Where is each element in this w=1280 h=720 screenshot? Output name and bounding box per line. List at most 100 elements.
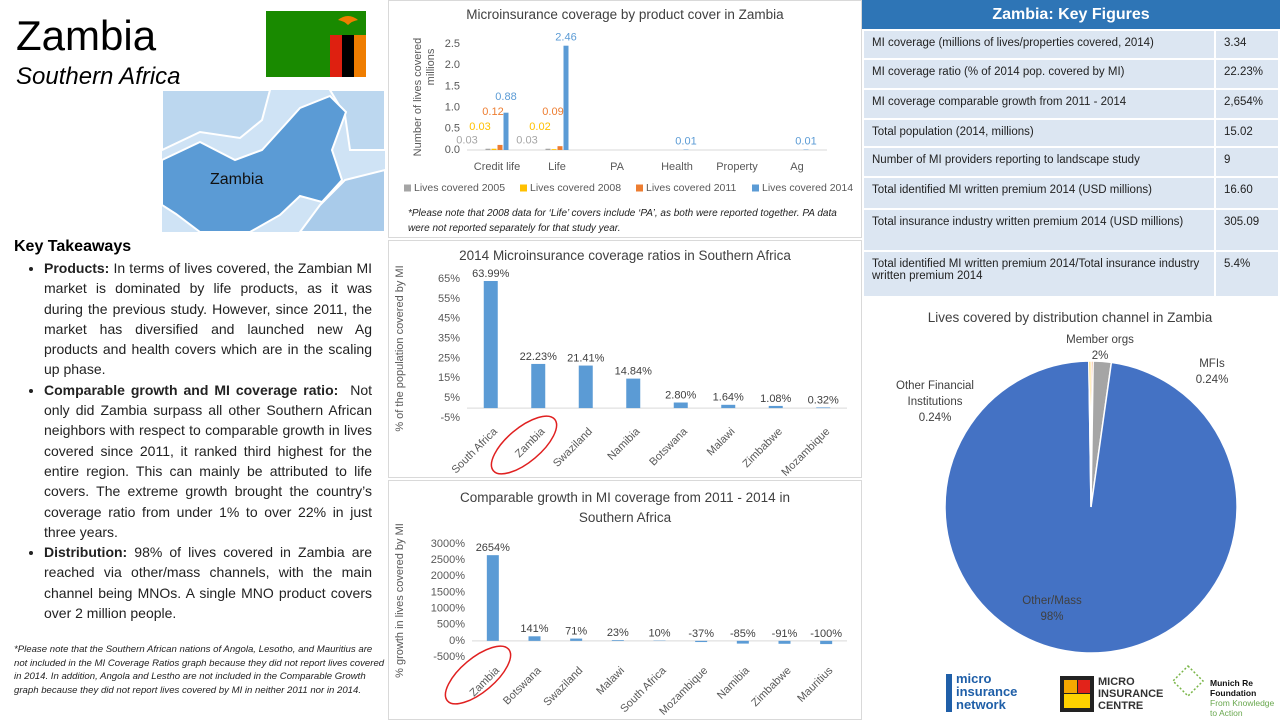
highlight-ellipse xyxy=(490,415,558,475)
figure-label: Number of MI providers reporting to land… xyxy=(862,146,1216,178)
pie-label-name: MFIs xyxy=(1199,358,1225,370)
takeaway-text: 98% of lives covered in Zambia are reach… xyxy=(44,544,373,622)
data-label: 14.84% xyxy=(615,366,653,378)
y-tick-label: 35% xyxy=(438,332,460,344)
x-tick-label: Namibia xyxy=(605,425,643,463)
takeaway: Distribution: 98% of lives covered in Za… xyxy=(44,542,372,623)
data-label: 0.09 xyxy=(542,106,563,118)
data-label: 0.02 xyxy=(529,121,550,133)
y-tick-label: 500% xyxy=(437,619,465,631)
x-tick-label: Mauritius xyxy=(795,664,835,704)
x-tick-label: Malawi xyxy=(705,426,738,459)
data-label: -37% xyxy=(688,628,714,640)
bar xyxy=(721,404,736,409)
pie-label-value: 98% xyxy=(1040,611,1064,623)
x-tick-label: Zimbabwe xyxy=(749,665,793,709)
y-tick-label: 5% xyxy=(444,392,460,404)
data-label: -91% xyxy=(772,628,798,640)
map xyxy=(161,89,386,233)
data-label: 1.64% xyxy=(713,392,744,404)
x-tick-label: South Africa xyxy=(449,425,500,476)
bar xyxy=(816,407,831,409)
bar xyxy=(531,363,546,409)
bar xyxy=(673,402,688,409)
y-tick-label: 45% xyxy=(438,313,460,325)
logo-marks xyxy=(946,664,1205,712)
data-label: -100% xyxy=(810,628,842,640)
legend-label: Lives covered 2005 xyxy=(414,182,505,194)
bar xyxy=(557,146,563,150)
x-tick-label: PA xyxy=(610,161,625,173)
takeaway-text: Not only did Zambia surpass all other So… xyxy=(44,381,373,540)
legend-swatch xyxy=(752,184,759,192)
bar xyxy=(695,640,708,643)
y-tick-label: 55% xyxy=(438,293,460,305)
data-label: 23% xyxy=(607,627,629,639)
chart-title: Comparable growth in MI coverage from 20… xyxy=(460,490,790,525)
chart-title: Lives covered by distribution channel in… xyxy=(927,310,1213,325)
chart-note: *Please note that 2008 data for ‘Life’ c… xyxy=(408,208,837,234)
data-label: 0.03 xyxy=(456,135,477,147)
y-tick-label: 1.0 xyxy=(445,102,460,114)
y-axis-label: % of the population covered by MI xyxy=(394,265,406,431)
takeaway-lead: Products: xyxy=(44,260,110,276)
figure-label: MI coverage (millions of lives/propertie… xyxy=(862,29,1216,60)
bar xyxy=(563,45,569,150)
bar xyxy=(491,148,497,150)
pie-label: Member orgs 2% xyxy=(1035,332,1165,364)
bar xyxy=(497,144,503,150)
y-axis-label: % growth in lives covered by MI xyxy=(394,523,406,678)
figure-value: 3.34 xyxy=(1214,29,1280,60)
figure-label: Total identified MI written premium 2014… xyxy=(862,176,1216,210)
key-figures-title: Zambia: Key Figures xyxy=(862,0,1280,29)
data-label: 0.88 xyxy=(495,91,516,103)
data-label: 0.03 xyxy=(516,135,537,147)
x-tick-label: Malawi xyxy=(594,665,627,698)
bar xyxy=(570,638,583,641)
x-tick-label: Botswana xyxy=(647,425,690,468)
data-label: 0.01 xyxy=(675,135,696,147)
figure-label: MI coverage comparable growth from 2011 … xyxy=(862,88,1216,120)
data-label: 71% xyxy=(565,625,587,637)
chart-title: Microinsurance coverage by product cover… xyxy=(466,7,784,22)
figure-value: 15.02 xyxy=(1214,118,1280,148)
x-tick-label: Ag xyxy=(790,161,803,173)
page-title: Zambia xyxy=(16,12,157,59)
y-tick-label: 25% xyxy=(438,352,460,364)
pie-label-value: 2% xyxy=(1091,350,1109,362)
figure-label: Total identified MI written premium 2014… xyxy=(862,250,1216,298)
y-axis-label: Number of lives covered xyxy=(412,38,424,157)
figure-value: 2,654% xyxy=(1214,88,1280,120)
bar xyxy=(528,636,541,641)
x-tick-label: Property xyxy=(716,161,758,173)
y-tick-label: 3000% xyxy=(431,538,465,550)
takeaway-lead: Distribution: xyxy=(44,544,128,561)
data-label: 63.99% xyxy=(472,268,510,280)
data-label: 0.12 xyxy=(482,106,503,118)
bar xyxy=(503,112,509,150)
data-label: -85% xyxy=(730,628,756,640)
key-figures: Zambia: Key Figures MI coverage (million… xyxy=(862,0,1280,298)
y-tick-label: 0.0 xyxy=(445,144,460,156)
y-tick-label: 1500% xyxy=(431,586,465,598)
figure-value: 305.09 xyxy=(1214,208,1280,252)
data-label: 0.03 xyxy=(469,121,490,133)
x-tick-label: Botswana xyxy=(501,664,544,707)
figure-label: MI coverage ratio (% of 2014 pop. covere… xyxy=(862,58,1216,90)
figure-value: 5.4% xyxy=(1214,250,1280,298)
bar xyxy=(545,148,551,150)
takeaways-list: Products: In terms of lives covered, the… xyxy=(14,258,372,623)
legend-swatch xyxy=(636,184,643,192)
y-tick-label: 65% xyxy=(438,273,460,285)
bar xyxy=(768,405,783,409)
data-label: 2.46 xyxy=(555,32,576,44)
logo-centre: MICRO INSURANCE CENTRE xyxy=(1098,676,1164,712)
x-tick-label: Credit life xyxy=(474,161,520,173)
data-label: 21.41% xyxy=(567,352,605,364)
map-label: Zambia xyxy=(210,171,264,188)
takeaways: Key Takeaways Products: In terms of live… xyxy=(14,238,372,623)
data-label: 0.32% xyxy=(808,394,839,406)
bar xyxy=(736,640,749,644)
data-label: 0.01 xyxy=(795,135,816,147)
